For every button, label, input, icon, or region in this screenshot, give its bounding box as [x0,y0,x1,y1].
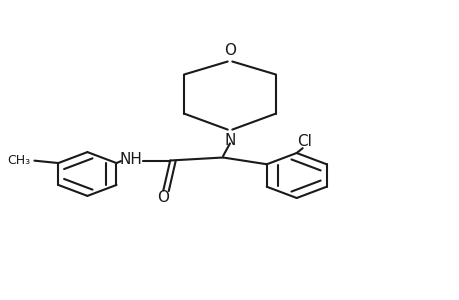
Text: NH: NH [119,152,142,166]
Text: N: N [224,133,235,148]
Text: Cl: Cl [297,134,312,149]
Text: CH₃: CH₃ [8,154,31,167]
Text: O: O [157,190,169,206]
Text: O: O [224,43,235,58]
